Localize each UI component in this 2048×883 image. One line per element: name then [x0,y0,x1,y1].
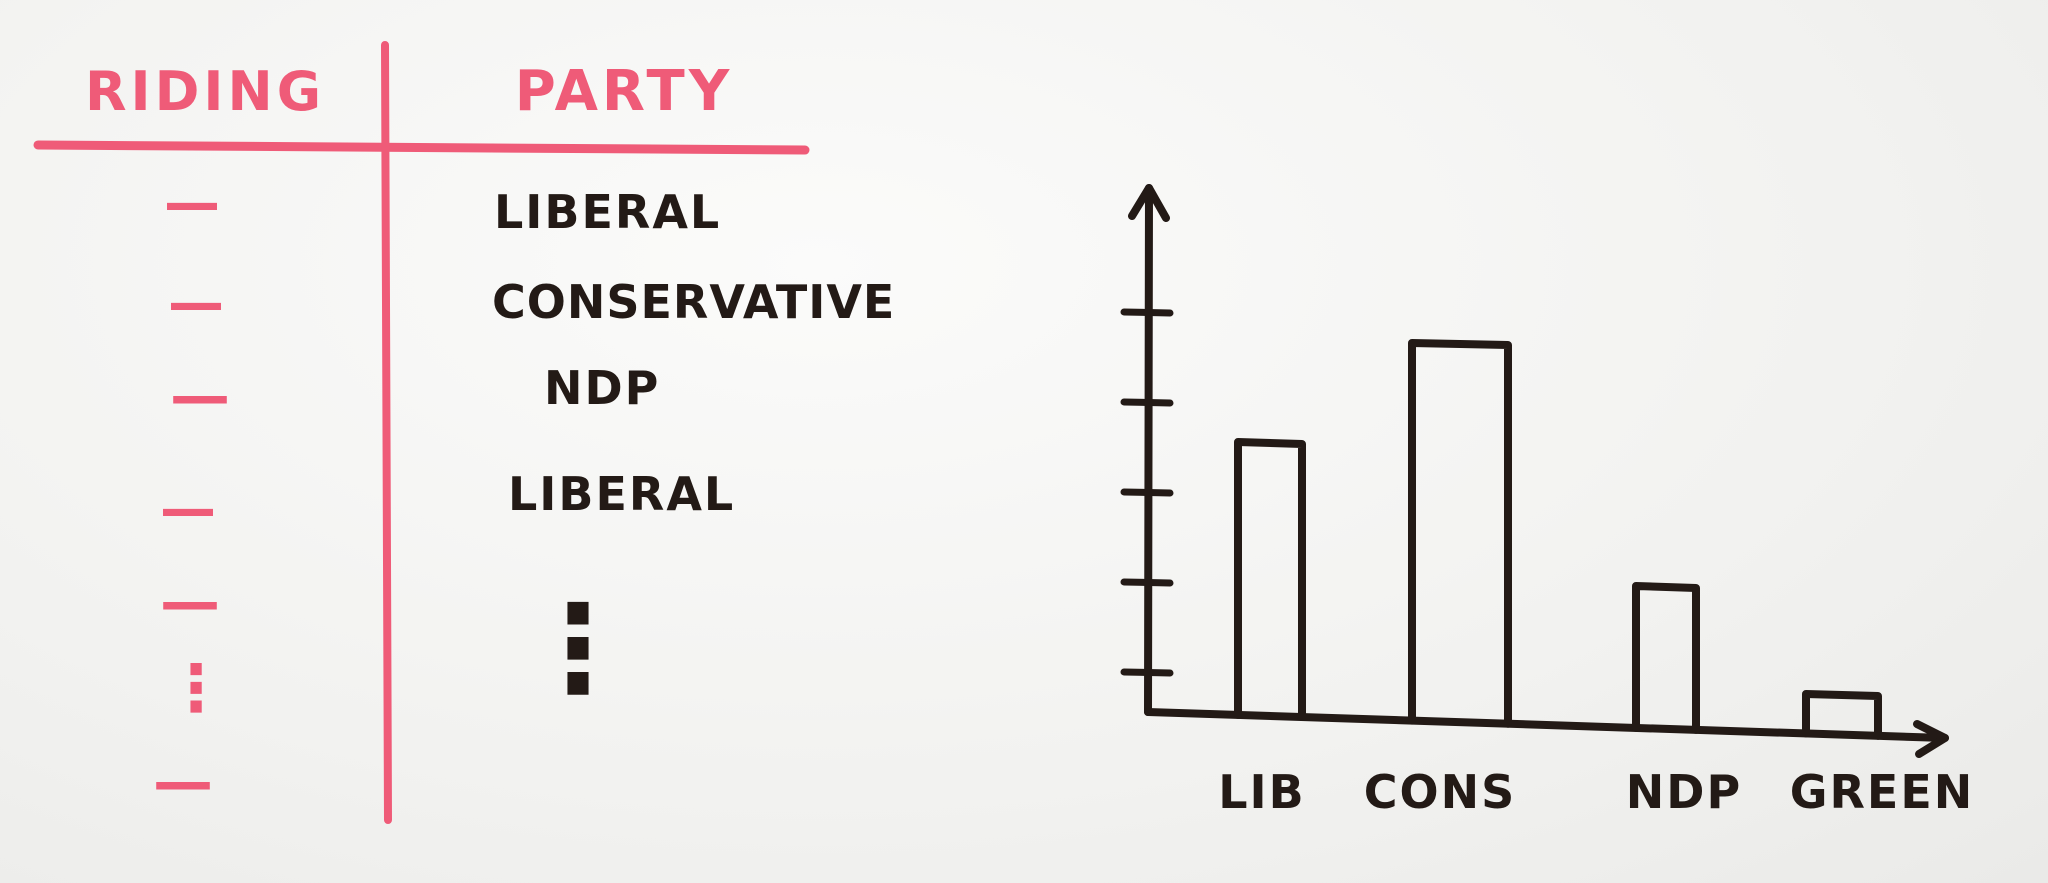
party-cell: LIBERAL [494,185,721,239]
y-axis-arrow-icon [1128,184,1170,222]
party-cell: LIBERAL [508,467,735,521]
riding-cell: — [164,171,220,236]
party-bar-chart: LIB CONS NDP GREEN [1120,184,1975,819]
x-tick-label: CONS [1364,765,1517,819]
riding-header: RIDING [85,60,325,123]
y-tick [1120,578,1174,587]
party-cell: ⋮ [518,580,638,719]
riding-column: — — — — — ⋮ — [153,171,230,817]
y-tick [1120,308,1174,317]
riding-cell: — [160,567,220,637]
party-cell: NDP [544,361,660,415]
x-tick-label: GREEN [1790,765,1975,819]
bar-cons [1408,339,1512,728]
x-tick-label: LIB [1218,765,1306,819]
y-tick [1120,668,1174,677]
party-header: PARTY [515,59,734,124]
riding-cell: — [170,361,230,431]
x-axis-arrow-icon [1913,720,1949,758]
bar-ndp [1632,582,1700,734]
x-axis [1144,708,1949,742]
bar-lib [1234,438,1306,722]
y-axis [1144,184,1153,716]
party-cell: CONSERVATIVE [492,275,895,329]
table-header-rule [33,140,810,155]
riding-cell: — [168,271,224,336]
riding-cell: — [160,477,216,542]
party-column: LIBERAL CONSERVATIVE NDP LIBERAL ⋮ [492,185,895,719]
y-tick [1120,488,1174,497]
y-tick [1120,398,1174,407]
table-grid [33,41,810,824]
riding-cell: ⋮ [164,652,228,726]
table-column-divider [381,41,392,824]
bar-green [1802,690,1882,740]
riding-cell: — [153,747,213,817]
x-tick-label: NDP [1626,765,1742,819]
